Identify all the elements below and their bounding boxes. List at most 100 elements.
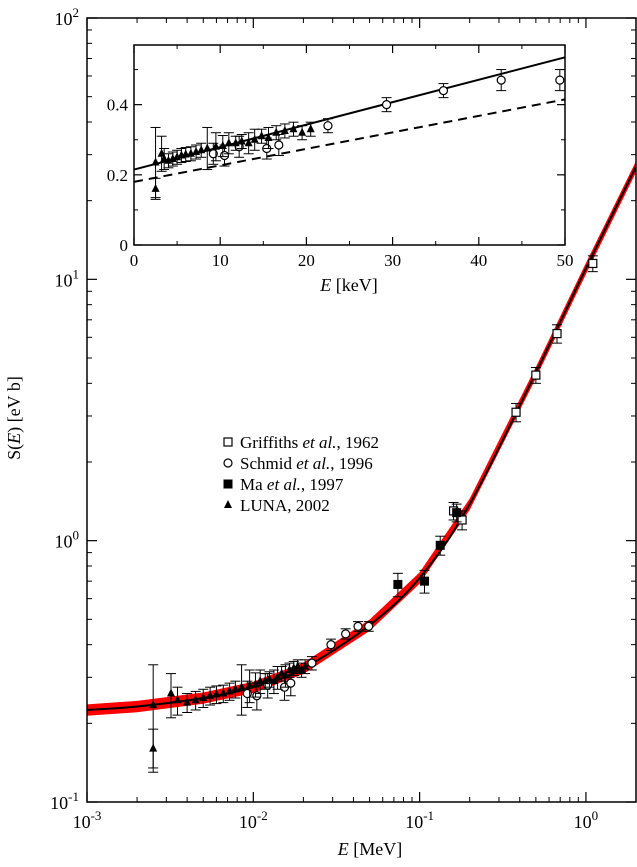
y-tick-exponent: 1 — [73, 266, 80, 281]
legend-label: Griffiths et al., 1962 — [240, 433, 379, 452]
data-point — [326, 640, 336, 650]
inset-data-point — [237, 136, 246, 145]
data-point — [256, 676, 265, 685]
data-point — [206, 690, 215, 699]
legend-label-suffix: , 1962 — [337, 433, 380, 452]
main-series-filled-triangle — [148, 659, 311, 773]
x-tick-label: 10-3 — [73, 808, 102, 832]
data-point — [191, 695, 200, 704]
inset-data-point — [257, 131, 266, 140]
main-x-axis-title: E [MeV] — [337, 839, 402, 859]
legend-label: Ma et al., 1997 — [240, 475, 344, 494]
legend-label-text: Griffiths — [240, 433, 303, 452]
data-point — [420, 576, 430, 586]
inset-data-point — [289, 124, 298, 133]
inset-y-tick-label: 0 — [120, 236, 129, 255]
data-point — [452, 508, 462, 518]
data-point — [457, 515, 467, 525]
inset-data-point — [272, 127, 281, 136]
inset-data-point — [264, 132, 273, 141]
inset-frame — [133, 44, 566, 246]
x-tick-label: 10-1 — [405, 808, 434, 832]
legend-label-italic: et al. — [296, 454, 330, 473]
data-point — [281, 670, 290, 679]
data-point — [307, 658, 317, 668]
y-tick-exponent: 2 — [73, 5, 80, 20]
inset-x-tick-label: 0 — [130, 251, 139, 270]
inset-data-point — [208, 149, 218, 159]
inset-y-tick-label: 0.4 — [107, 96, 129, 115]
y-tick-label: 101 — [55, 266, 80, 290]
data-point — [341, 629, 351, 639]
y-tick-label: 10-1 — [50, 789, 79, 813]
data-point — [511, 407, 521, 417]
inset-data-point — [244, 138, 253, 147]
y-tick-exponent: 0 — [73, 528, 80, 543]
y-tick-base: 10 — [55, 9, 73, 29]
data-point — [251, 679, 260, 688]
inset-x-tick-label: 40 — [470, 251, 487, 270]
x-tick-exponent: -1 — [423, 808, 434, 823]
data-point — [199, 693, 208, 702]
x-tick-base: 10 — [239, 812, 257, 832]
main-y-axis-title: S(E) [eV b] — [4, 376, 25, 460]
data-point — [237, 682, 246, 691]
legend-marker — [223, 458, 233, 468]
data-point — [231, 684, 240, 693]
data-point — [588, 258, 598, 269]
legend-label-text: LUNA, 2002 — [240, 496, 330, 515]
inset-data-point — [197, 145, 206, 154]
data-point — [225, 686, 234, 695]
legend-label-text: Ma — [240, 475, 267, 494]
legend-label: Schmid et al., 1996 — [240, 454, 373, 473]
data-point — [173, 695, 182, 704]
data-point — [252, 691, 262, 701]
inset-data-point — [231, 138, 240, 147]
data-point — [183, 697, 192, 706]
x-tick-base: 10 — [405, 812, 423, 832]
inset-data-point — [157, 148, 166, 157]
inset-data-point — [224, 138, 233, 147]
inset-data-point — [250, 134, 259, 143]
legend-label-suffix: , 1996 — [330, 454, 373, 473]
data-point — [364, 621, 374, 631]
data-point — [149, 700, 158, 709]
inset-plot: 0 10 20 30 40 50 0 0.2 0.4 — [107, 44, 574, 270]
data-point — [435, 540, 445, 550]
data-point — [212, 689, 221, 698]
legend-label: LUNA, 2002 — [240, 496, 330, 515]
inset-x-tick-label: 50 — [557, 251, 574, 270]
inset-x-tick-label: 20 — [298, 251, 315, 270]
data-point — [552, 328, 562, 339]
inset-data-point — [151, 183, 160, 192]
data-point — [286, 678, 296, 688]
inset-data-point — [151, 157, 160, 166]
inset-data-point — [381, 100, 392, 110]
inset-data-point — [280, 125, 289, 134]
inset-x-tick-label: 10 — [212, 251, 229, 270]
legend-label-text: Schmid — [240, 454, 296, 473]
y-tick-base: 10 — [55, 532, 73, 552]
inset-data-point — [298, 127, 307, 136]
main-plot-frame — [86, 17, 637, 803]
legend-marker — [224, 500, 232, 508]
x-tick-exponent: -3 — [91, 808, 102, 823]
inset-data-point — [555, 75, 565, 85]
x-tick-label: 10-2 — [239, 808, 268, 832]
x-tick-base: 10 — [574, 812, 592, 832]
legend-label-italic: et al. — [267, 475, 301, 494]
y-tick-base: 10 — [50, 793, 68, 813]
data-point — [293, 661, 302, 670]
x-tick-base: 10 — [73, 812, 91, 832]
data-point — [273, 672, 282, 681]
inset-data-point — [438, 86, 449, 96]
inset-series-filled-triangle — [150, 121, 316, 200]
inset-data-point — [218, 141, 227, 150]
data-point — [265, 674, 274, 683]
legend-marker — [223, 437, 233, 447]
inset-y-tick-label: 0.2 — [107, 166, 128, 185]
